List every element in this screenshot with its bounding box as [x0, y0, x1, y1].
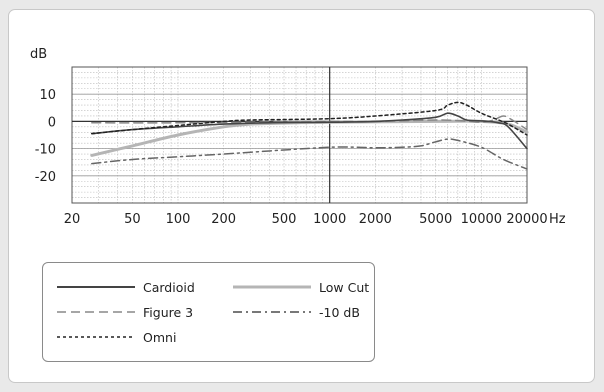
- legend-swatch-omni: [57, 336, 135, 338]
- y-axis-label: dB: [30, 47, 47, 62]
- x-tick-label: 1000: [313, 212, 346, 227]
- x-tick-label: 50: [124, 212, 141, 227]
- legend-label-minus-10db: -10 dB: [319, 304, 360, 320]
- series-line-figure-3: [91, 115, 528, 131]
- legend-swatch-figure-3: [57, 311, 135, 313]
- x-tick-label: 10000: [461, 212, 502, 227]
- x-tick-label: 2000: [359, 212, 392, 227]
- y-tick-label: 10: [39, 88, 56, 103]
- legend-item-low-cut: Low Cut: [233, 279, 369, 295]
- legend-label-omni: Omni: [143, 329, 177, 345]
- legend-swatch-low-cut: [233, 285, 311, 289]
- legend-swatch-cardioid: [57, 286, 135, 288]
- x-tick-label: 500: [272, 212, 297, 227]
- series-line-cardioid: [91, 112, 528, 150]
- legend-label-figure-3: Figure 3: [143, 304, 194, 320]
- series-line-10-db: [91, 138, 528, 170]
- series-line-low-cut: [90, 119, 529, 157]
- legend-item-figure-3: Figure 3: [57, 304, 193, 320]
- x-tick-label: 100: [166, 212, 191, 227]
- chart-legend: Cardioid Low Cut Figure 3 -10 dB Omni: [42, 262, 375, 362]
- legend-label-low-cut: Low Cut: [319, 279, 370, 295]
- plot-frame: [71, 66, 528, 204]
- y-tick-label: -10: [35, 143, 56, 158]
- legend-label-cardioid: Cardioid: [143, 279, 195, 295]
- y-tick-label: 0: [48, 115, 56, 130]
- x-tick-label: 20000: [506, 212, 547, 227]
- x-tick-label: 5000: [419, 212, 452, 227]
- x-axis-unit: Hz: [549, 212, 566, 227]
- x-tick-label: 20: [64, 212, 81, 227]
- legend-swatch-minus-10db: [233, 311, 311, 313]
- y-tick-label: -20: [35, 170, 56, 185]
- legend-item-minus-10db: -10 dB: [233, 304, 360, 320]
- series-line-omni: [91, 101, 528, 136]
- legend-item-omni: Omni: [57, 329, 176, 345]
- legend-item-cardioid: Cardioid: [57, 279, 195, 295]
- x-tick-label: 200: [211, 212, 236, 227]
